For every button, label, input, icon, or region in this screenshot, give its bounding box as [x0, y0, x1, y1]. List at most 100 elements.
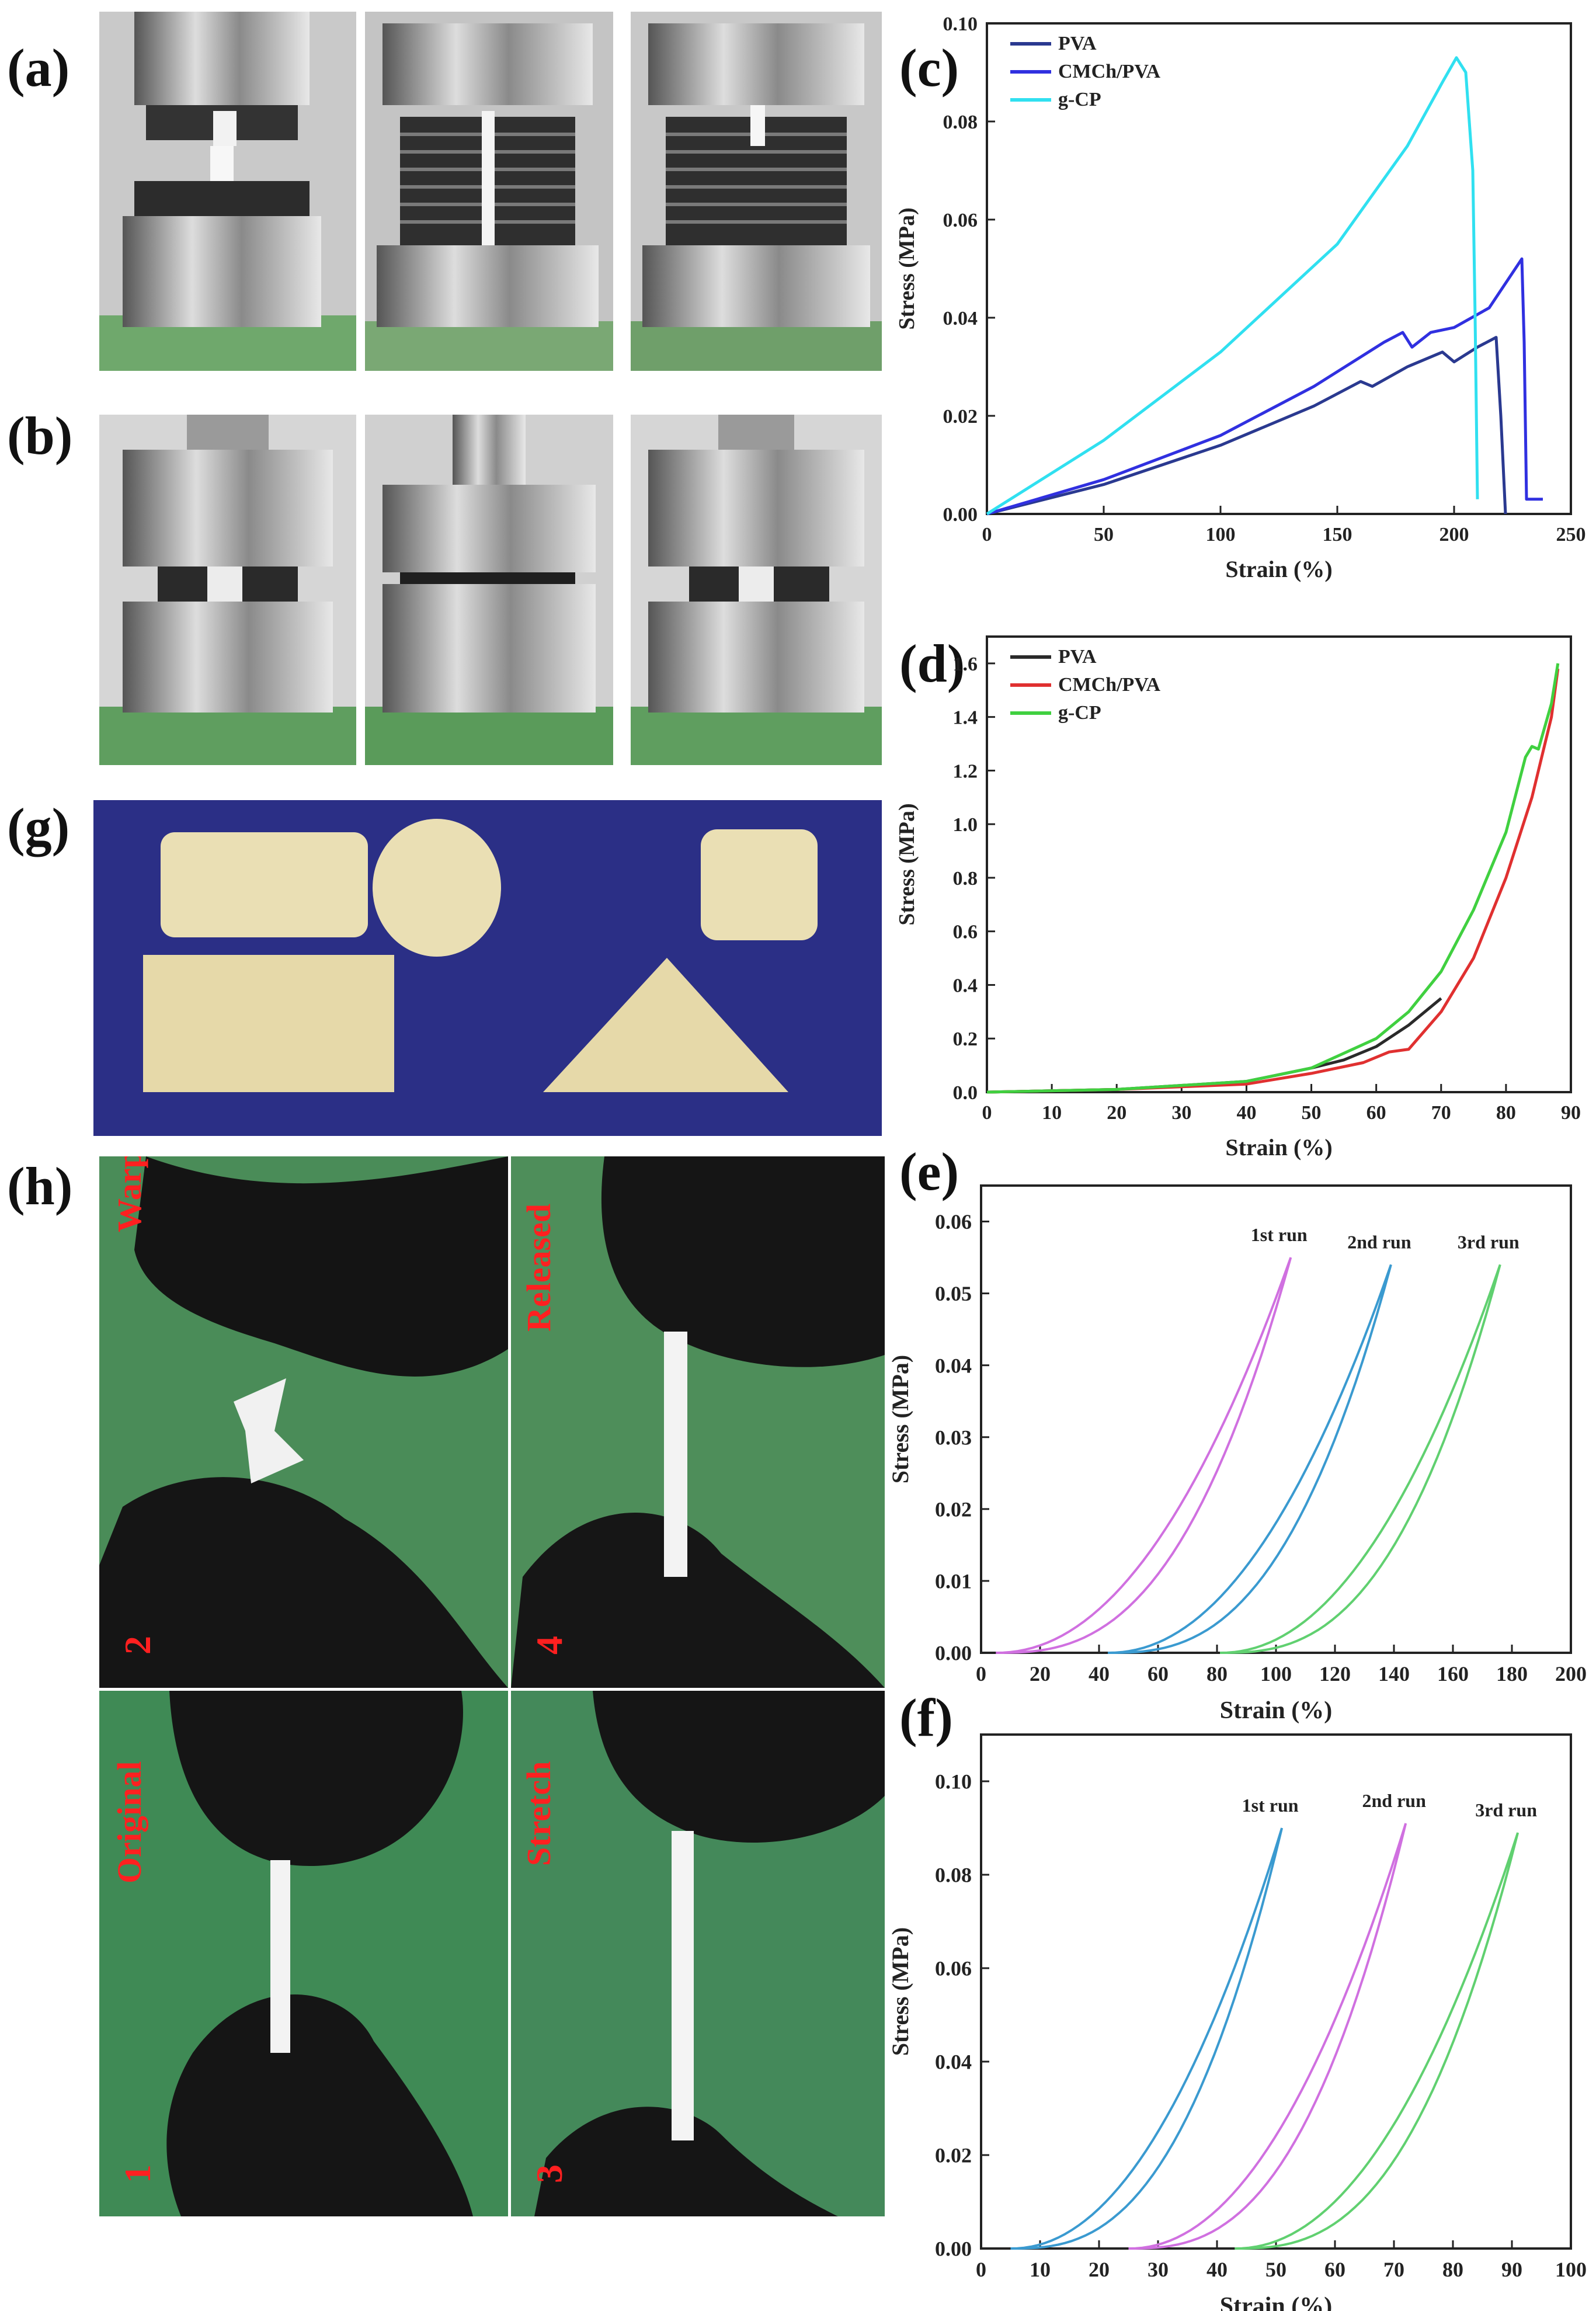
chart-c-series-0 — [986, 336, 1507, 516]
chart-d-ytick-label: 1.4 — [953, 707, 978, 729]
photo-a2 — [365, 12, 613, 371]
chart-c-legend-label-0: PVA — [1058, 33, 1097, 54]
photo-b2 — [365, 415, 613, 765]
chart-f-xtick-label: 60 — [1324, 2258, 1345, 2281]
h-num-released: 4 — [528, 1636, 570, 1655]
chart-e-loop-0 — [996, 1257, 1292, 1654]
chart-f-annotation-2: 3rd run — [1475, 1799, 1537, 1820]
chart-e-xtick-label: 60 — [1148, 1662, 1169, 1686]
chart-e-xtick-label: 100 — [1260, 1662, 1292, 1686]
panel-label-c: (c) — [899, 38, 959, 98]
chart-f-xtick-label: 90 — [1501, 2258, 1522, 2281]
chart-e-loop-1 — [1108, 1264, 1392, 1654]
chart-d-ytick-label: 0.8 — [953, 868, 978, 889]
h-num-stretch: 3 — [528, 2164, 570, 2183]
chart-f-xtick-label: 20 — [1089, 2258, 1110, 2281]
chart-d-ytick-label: 1.0 — [953, 814, 978, 836]
chart-f: 0 10 20 30 40 50 60 70 80 90 100 0.00 0.02 0.04 0.06 0.… — [887, 1711, 1596, 2311]
chart-c-ytick-label: 0.00 — [943, 504, 978, 526]
chart-c-xtick-label: 50 — [1094, 524, 1114, 545]
chart-d-ylabel: Stress (MPa) — [895, 803, 919, 925]
photo-h-original: Original 1 — [99, 1691, 508, 2216]
chart-d-xlabel: Strain (%) — [1225, 1134, 1332, 1160]
chart-d-xtick-label: 50 — [1302, 1102, 1322, 1124]
chart-f-xtick-label: 0 — [976, 2258, 986, 2281]
chart-d-ytick-label: 0.2 — [953, 1028, 978, 1050]
chart-f-xtick-label: 30 — [1148, 2258, 1169, 2281]
chart-c-xtick-label: 0 — [982, 524, 992, 545]
chart-e-xtick-label: 80 — [1206, 1662, 1228, 1686]
chart-f-xtick-label: 50 — [1265, 2258, 1286, 2281]
chart-c-legend-label-2: g-CP — [1058, 89, 1101, 110]
h-label-stretch: Stretch — [520, 1761, 558, 1866]
chart-f-ytick-label: 0.00 — [935, 2237, 972, 2261]
chart-c-xtick-label: 100 — [1206, 524, 1236, 545]
chart-d-xtick-label: 0 — [982, 1102, 992, 1124]
chart-f-xtick-label: 10 — [1030, 2258, 1051, 2281]
chart-e-xtick-label: 160 — [1437, 1662, 1469, 1686]
photo-b3 — [631, 415, 882, 765]
chart-d-xtick-label: 60 — [1366, 1102, 1386, 1124]
chart-d-series-2 — [986, 663, 1560, 1094]
chart-d-xtick-label: 90 — [1561, 1102, 1581, 1124]
chart-c-ytick-label: 0.10 — [943, 13, 978, 35]
photo-g-shapes — [93, 800, 882, 1136]
chart-d-series-1 — [986, 668, 1560, 1094]
chart-c: 0 50 100 150 200 250 0.00 0.02 0.04 0.06 0.08 0.10 S… — [895, 12, 1596, 584]
chart-d-xtick-label: 70 — [1431, 1102, 1451, 1124]
chart-d-xtick-label: 80 — [1496, 1102, 1516, 1124]
chart-e-xtick-label: 40 — [1089, 1662, 1110, 1686]
photo-a3 — [631, 12, 882, 371]
chart-e-ylabel: Stress (MPa) — [887, 1355, 913, 1483]
chart-e-xtick-label: 0 — [976, 1662, 986, 1686]
chart-c-xlabel: Strain (%) — [1225, 556, 1332, 582]
chart-e-ytick-label: 0.04 — [935, 1354, 972, 1377]
chart-e-xlabel: Strain (%) — [1220, 1697, 1333, 1724]
chart-c-xtick-label: 150 — [1323, 524, 1352, 545]
h-num-warp: 2 — [117, 1636, 158, 1655]
chart-e-ytick-label: 0.00 — [935, 1642, 972, 1665]
chart-c-ytick-label: 0.04 — [943, 308, 978, 329]
h-label-original: Original — [110, 1761, 148, 1883]
chart-e-ytick-label: 0.02 — [935, 1497, 972, 1521]
chart-e-ytick-label: 0.03 — [935, 1426, 972, 1449]
chart-e: 0 20 40 60 80 100 120 140 160 180 200 0.00 0.01 0.02 0… — [887, 1168, 1596, 1724]
chart-e-frame — [980, 1184, 1572, 1654]
chart-f-loop-1 — [1128, 1823, 1407, 2250]
chart-f-annotation-1: 2nd run — [1362, 1790, 1427, 1811]
chart-d-xtick-label: 10 — [1042, 1102, 1062, 1124]
chart-c-frame — [986, 22, 1572, 515]
chart-e-xtick-label: 140 — [1378, 1662, 1410, 1686]
chart-e-xtick-label: 200 — [1555, 1662, 1587, 1686]
chart-d-xtick-label: 40 — [1236, 1102, 1256, 1124]
chart-d-series-0 — [986, 997, 1442, 1094]
chart-f-ytick-label: 0.10 — [935, 1770, 972, 1794]
chart-e-ytick-label: 0.06 — [935, 1210, 972, 1233]
chart-f-ytick-label: 0.02 — [935, 2144, 972, 2167]
chart-c-ytick-label: 0.02 — [943, 406, 978, 428]
chart-f-xtick-label: 100 — [1555, 2258, 1587, 2281]
chart-e-annotation-2: 3rd run — [1458, 1231, 1519, 1252]
chart-e-loop-2 — [1219, 1264, 1501, 1654]
chart-d-legend-label-0: PVA — [1058, 646, 1097, 668]
chart-f-xtick-label: 40 — [1206, 2258, 1228, 2281]
chart-f-annotation-0: 1st run — [1242, 1795, 1299, 1816]
chart-d-ytick-label: 0.0 — [953, 1082, 978, 1104]
panel-label-d: (d) — [899, 634, 965, 693]
chart-d-xtick-label: 30 — [1171, 1102, 1191, 1124]
chart-f-ylabel: Stress (MPa) — [887, 1927, 913, 2056]
chart-d-ytick-label: 0.6 — [953, 922, 978, 943]
chart-f-xtick-label: 80 — [1442, 2258, 1463, 2281]
chart-c-legend-label-1: CMCh/PVA — [1058, 61, 1160, 82]
h-label-released: Released — [520, 1203, 558, 1332]
chart-e-ytick-label: 0.05 — [935, 1282, 972, 1305]
chart-e-xtick-label: 20 — [1030, 1662, 1051, 1686]
chart-e-annotation-0: 1st run — [1251, 1224, 1308, 1245]
photo-h-warp: Warp 2 — [99, 1156, 508, 1688]
chart-f-ytick-label: 0.04 — [935, 2051, 972, 2074]
photo-b1 — [99, 415, 356, 765]
chart-f-xlabel: Strain (%) — [1220, 2293, 1333, 2311]
chart-e-ytick-label: 0.01 — [935, 1570, 972, 1593]
chart-d-ytick-label: 1.6 — [953, 654, 978, 675]
chart-c-ytick-label: 0.08 — [943, 112, 978, 133]
